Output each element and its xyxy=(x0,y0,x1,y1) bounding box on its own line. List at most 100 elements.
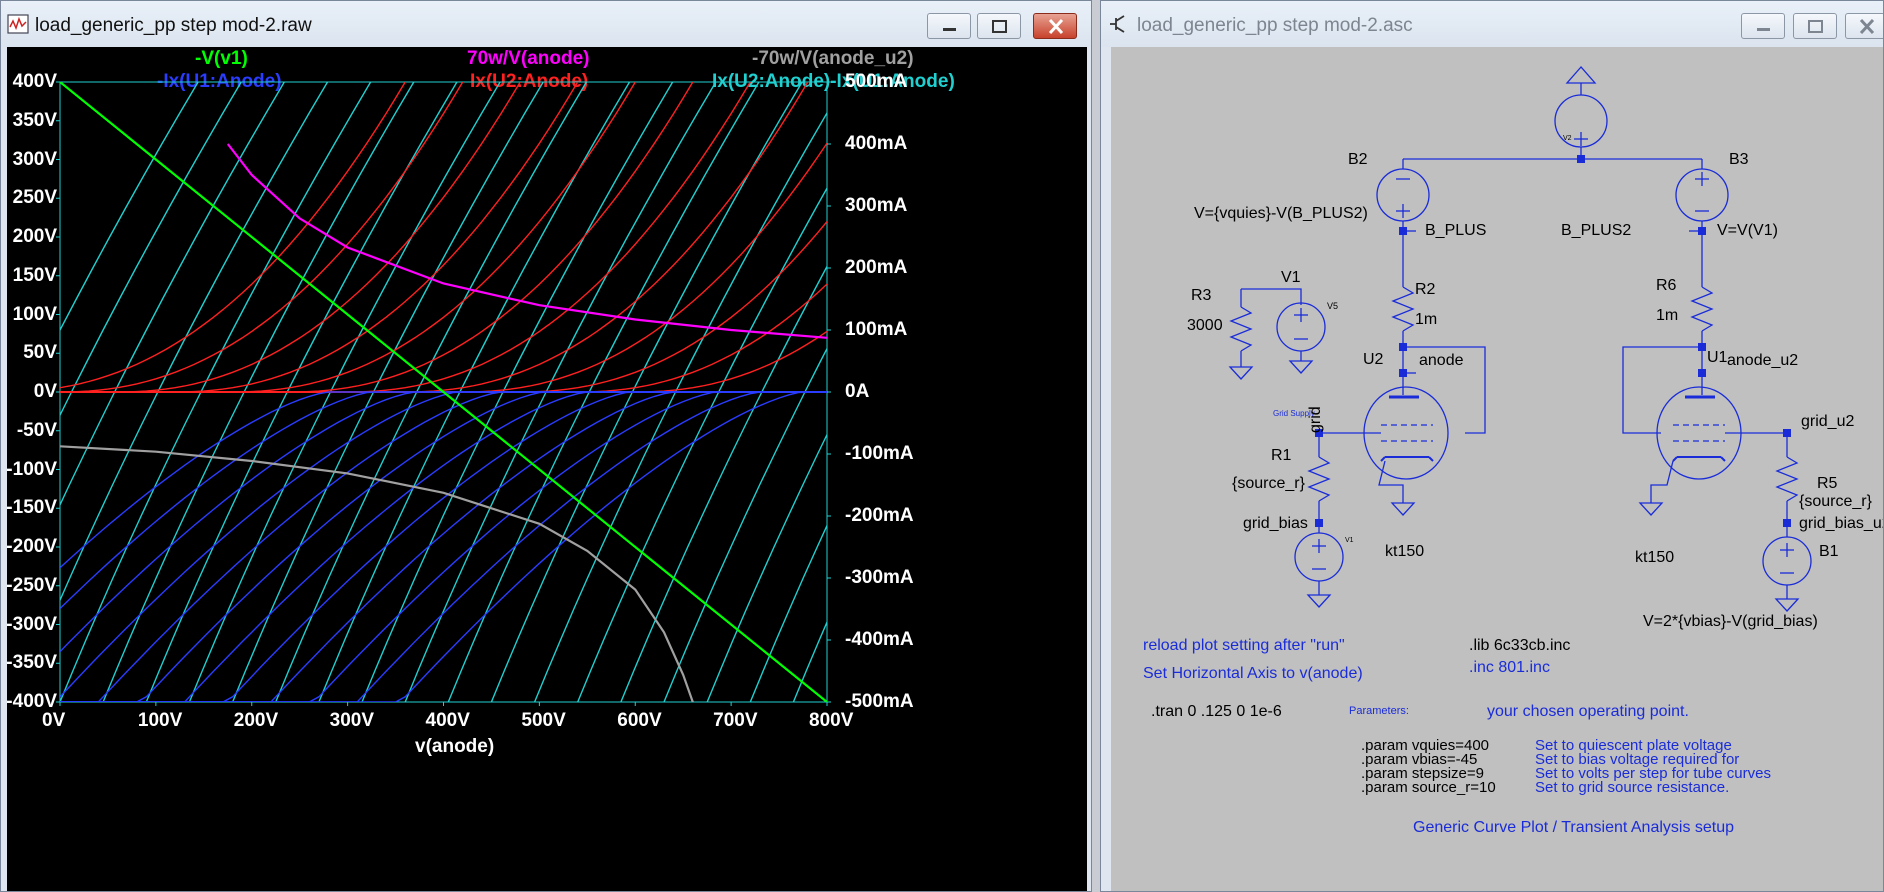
red-curve-2 xyxy=(60,82,522,393)
b3-label: B3 xyxy=(1729,151,1749,168)
x-tick-label: 500V xyxy=(521,710,566,731)
b3-value[interactable]: V=V(V1) xyxy=(1717,222,1778,239)
r5-value[interactable]: {source_r} xyxy=(1799,493,1872,510)
x-tick-label: 100V xyxy=(137,710,183,731)
kt150-u2-label[interactable]: kt150 xyxy=(1385,543,1425,560)
param-directives[interactable]: .param vquies=400 .param vbias=-45 .para… xyxy=(1361,737,1496,795)
close-button[interactable] xyxy=(1033,13,1077,39)
tube-u1[interactable] xyxy=(1638,373,1787,516)
grid-supply-label: Grid Supply xyxy=(1273,409,1315,418)
x-axis-label: v(anode) xyxy=(415,736,495,757)
voltage-source-v5[interactable] xyxy=(1276,302,1326,374)
b2-label: B2 xyxy=(1348,151,1368,168)
red-curve-0 xyxy=(60,82,407,389)
net-anode-u2[interactable]: anode_u2 xyxy=(1727,352,1799,369)
minimize-button[interactable] xyxy=(927,13,971,39)
voltage-source-b1[interactable] xyxy=(1762,523,1812,612)
voltage-source-v1-grid[interactable] xyxy=(1294,523,1344,608)
blue-curve-11 xyxy=(60,391,827,702)
u1-label: U1 xyxy=(1707,349,1728,366)
voltage-source-b3[interactable] xyxy=(1675,159,1729,231)
net-grid[interactable]: grid xyxy=(1307,406,1324,433)
maximize-button[interactable] xyxy=(977,13,1021,39)
desc-source-r: Set to grid source resistance. xyxy=(1535,779,1730,796)
y-right-tick-label: -500mA xyxy=(845,691,914,712)
net-anode[interactable]: anode xyxy=(1419,352,1464,369)
desc-vbias: Set to bias voltage required for xyxy=(1535,751,1740,768)
y-left-tick-label: 200V xyxy=(12,226,57,247)
param-stepsize: .param stepsize=9 xyxy=(1361,765,1484,782)
note-reload[interactable]: reload plot setting after "run" xyxy=(1143,637,1345,654)
schematic-window-title: load_generic_pp step mod-2.asc xyxy=(1137,15,1413,36)
plot-titlebar[interactable]: load_generic_pp step mod-2.raw xyxy=(1,1,1091,47)
u2-label: U2 xyxy=(1363,351,1384,368)
schematic-titlebar[interactable]: load_generic_pp step mod-2.asc xyxy=(1101,1,1883,47)
resistor-r1[interactable] xyxy=(1307,433,1331,523)
y-right-tick-label: 100mA xyxy=(845,319,908,340)
x-tick-label: 700V xyxy=(713,710,758,731)
net-grid-u2[interactable]: grid_u2 xyxy=(1801,413,1855,430)
b2-value[interactable]: V={vquies}-V(B_PLUS2) xyxy=(1194,205,1368,222)
cyan-curve-20 xyxy=(749,523,827,702)
note-axis[interactable]: Set Horizontal Axis to v(anode) xyxy=(1143,665,1363,682)
net-b-plus[interactable]: B_PLUS xyxy=(1425,222,1487,239)
blue-curve-8 xyxy=(60,391,827,702)
tube-u2[interactable] xyxy=(1319,373,1449,516)
y-left-tick-label: -400V xyxy=(6,691,57,712)
directive-lib[interactable]: .lib 6c33cb.inc xyxy=(1469,637,1571,654)
close-icon xyxy=(1048,18,1064,35)
net-grid-bias-u2[interactable]: grid_bias_u2 xyxy=(1799,515,1884,532)
net-b-plus2[interactable]: B_PLUS2 xyxy=(1561,222,1632,239)
schematic-drawing[interactable] xyxy=(1111,47,1884,892)
param-descriptions: Set to quiescent plate voltage Set to bi… xyxy=(1535,738,1771,796)
directive-tran[interactable]: .tran 0 .125 0 1e-6 xyxy=(1151,703,1282,720)
y-right-tick-label: 200mA xyxy=(845,257,908,278)
directive-inc[interactable]: .inc 801.inc xyxy=(1469,659,1550,676)
r2-value[interactable]: 1m xyxy=(1415,311,1438,328)
trace-label-neg-70w-u2[interactable]: -70w/V(anode_u2) xyxy=(752,48,914,69)
r1-value[interactable]: {source_r} xyxy=(1232,475,1305,492)
resistor-r5[interactable] xyxy=(1775,433,1799,523)
r3-label: R3 xyxy=(1191,287,1212,304)
net-grid-bias[interactable]: grid_bias xyxy=(1243,515,1308,532)
y-left-tick-label: -250V xyxy=(6,574,57,596)
r1-label: R1 xyxy=(1271,447,1292,464)
note-footer: Generic Curve Plot / Transient Analysis … xyxy=(1413,819,1735,836)
r3-value[interactable]: 3000 xyxy=(1187,317,1223,334)
trace-label-70w[interactable]: 70w/V(anode) xyxy=(467,48,590,69)
kt150-u1-label[interactable]: kt150 xyxy=(1635,549,1675,566)
schematic-close-button[interactable] xyxy=(1845,13,1883,39)
x-tick-label: 0V xyxy=(42,710,66,731)
plot-canvas[interactable] xyxy=(7,47,1087,892)
resistor-r6[interactable] xyxy=(1690,231,1714,347)
schematic-maximize-button[interactable] xyxy=(1793,13,1837,39)
close-icon xyxy=(1859,18,1875,35)
blue-curve-3 xyxy=(60,391,827,698)
b1-value[interactable]: V=2*{vbias}-V(grid_bias) xyxy=(1643,613,1818,630)
r6-value[interactable]: 1m xyxy=(1656,307,1679,324)
schematic-canvas[interactable]: V2 B2 V={vquies}-V(B_PLUS2) B3 V=V(V1) B… xyxy=(1111,47,1884,892)
schematic-icon xyxy=(1110,15,1125,33)
schematic-editor-window[interactable]: load_generic_pp step mod-2.asc xyxy=(1100,0,1884,892)
trace-label-neg-v-v1[interactable]: -V(v1) xyxy=(195,48,248,69)
y-left-tick-label: -50V xyxy=(16,419,57,441)
v2-label: V2 xyxy=(1563,135,1572,142)
restore-icon xyxy=(1808,20,1823,33)
resistor-r2[interactable] xyxy=(1391,231,1415,347)
trace-label-diff[interactable]: Ix(U2:Anode)-Ix(U1:Anode) xyxy=(712,71,955,92)
waveform-viewer-window[interactable]: load_generic_pp step mod-2.raw -V(v1) -I… xyxy=(0,0,1092,892)
blue-curve-10 xyxy=(60,391,827,702)
schematic-minimize-button[interactable] xyxy=(1741,13,1785,39)
note-parameters: Parameters: xyxy=(1349,705,1409,717)
plot-pane[interactable]: -V(v1) -Ix(U1:Anode) 70w/V(anode) Ix(U2:… xyxy=(6,47,1087,892)
y-left-tick-label: 0V xyxy=(33,381,57,402)
voltage-source-b2[interactable] xyxy=(1376,159,1430,231)
y-left-tick-label: 100V xyxy=(12,303,57,325)
y-left-tick-label: 250V xyxy=(12,187,57,209)
x-tick-label: 200V xyxy=(233,710,279,731)
param-vquies: .param vquies=400 xyxy=(1361,737,1489,754)
y-right-tick-label: -100mA xyxy=(845,443,914,464)
resistor-r3[interactable] xyxy=(1228,288,1302,380)
voltage-source-v2[interactable] xyxy=(1554,66,1608,159)
y-left-tick-label: -100V xyxy=(6,458,57,480)
